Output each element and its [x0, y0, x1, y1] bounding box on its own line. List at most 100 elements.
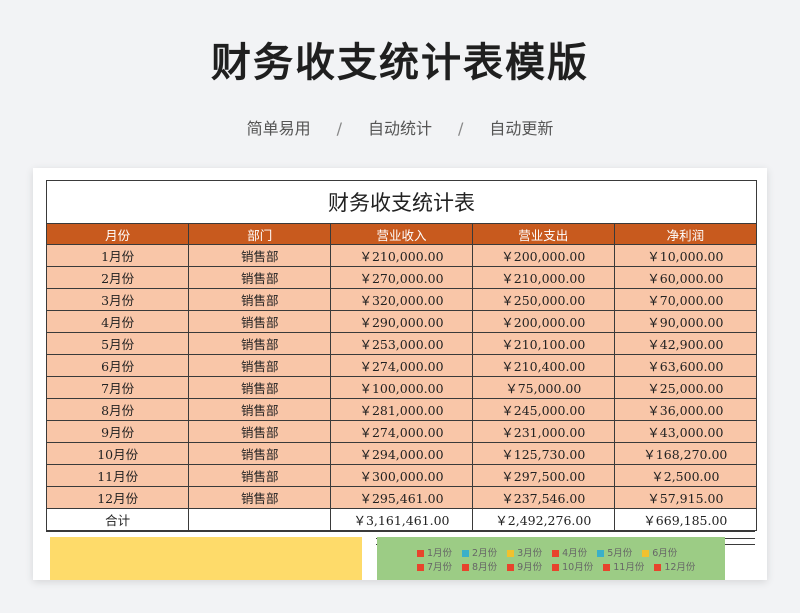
table-cell[interactable]: ￥60,000.00	[613, 266, 756, 289]
legend-swatch	[462, 564, 470, 571]
legend-swatch	[507, 564, 515, 571]
table-cell[interactable]: 销售部	[188, 244, 332, 267]
table-cell[interactable]: ￥125,730.00	[471, 442, 615, 465]
legend-item: 6月份	[642, 547, 677, 561]
table-cell[interactable]: ￥70,000.00	[613, 288, 756, 311]
table-cell[interactable]: ￥250,000.00	[471, 288, 615, 311]
legend-label: 11月份	[613, 562, 645, 573]
legend-item: 5月份	[597, 547, 632, 561]
table-cell[interactable]: ￥274,000.00	[330, 354, 473, 377]
table-cell[interactable]: 3月份	[47, 288, 190, 311]
table-cell[interactable]: ￥320,000.00	[330, 288, 473, 311]
column-header: 营业支出	[471, 224, 615, 245]
table-cell[interactable]: 销售部	[188, 442, 332, 465]
table-cell[interactable]: ￥294,000.00	[330, 442, 473, 465]
table-cell[interactable]: ￥270,000.00	[330, 266, 473, 289]
legend-item: 10月份	[552, 561, 593, 575]
table-cell[interactable]: ￥290,000.00	[330, 310, 473, 333]
table-cell[interactable]: ￥90,000.00	[613, 310, 756, 333]
table-cell[interactable]: ￥43,000.00	[613, 420, 756, 443]
table-cell[interactable]: 4月份	[47, 310, 190, 333]
chart-legend: 1月份 2月份 3月份 4月份 5月份 6月份 7月份 8月份 9月份 10月份 11月份 12月份	[417, 547, 717, 575]
total-cell[interactable]: ￥669,185.00	[613, 508, 756, 531]
table-cell[interactable]: 5月份	[47, 332, 190, 355]
feature-auto-update: 自动更新	[489, 119, 554, 138]
legend-label: 3月份	[517, 548, 543, 559]
table-cell[interactable]: ￥295,461.00	[330, 486, 473, 509]
separator: /	[336, 119, 342, 138]
chart-preview: 1月份 2月份 3月份 4月份 5月份 6月份 7月份 8月份 9月份 10月份 11月份 12月份	[46, 531, 755, 580]
total-cell[interactable]: 合计	[47, 508, 190, 531]
table-cell[interactable]: 7月份	[47, 376, 190, 399]
table-row: 1月份 销售部 ￥210,000.00 ￥200,000.00 ￥10,000.00	[47, 244, 756, 267]
table-cell[interactable]: ￥210,400.00	[471, 354, 615, 377]
table-cell[interactable]: ￥245,000.00	[471, 398, 615, 421]
legend-swatch	[417, 564, 424, 571]
table-cell[interactable]: ￥210,000.00	[471, 266, 615, 289]
table-cell[interactable]: ￥210,100.00	[471, 332, 615, 355]
table-cell[interactable]: ￥281,000.00	[330, 398, 473, 421]
total-cell[interactable]: ￥2,492,276.00	[471, 508, 615, 531]
table-cell[interactable]: 6月份	[47, 354, 190, 377]
table-cell[interactable]: ￥25,000.00	[613, 376, 756, 399]
table-cell[interactable]: ￥100,000.00	[330, 376, 473, 399]
table-cell[interactable]: 9月份	[47, 420, 190, 443]
table-cell[interactable]: 销售部	[188, 486, 332, 509]
table-cell[interactable]: ￥297,500.00	[471, 464, 615, 487]
table-row: 7月份 销售部 ￥100,000.00 ￥75,000.00 ￥25,000.00	[47, 376, 756, 399]
table-cell[interactable]: ￥2,500.00	[613, 464, 756, 487]
total-cell[interactable]	[188, 508, 332, 531]
table-cell[interactable]: 12月份	[47, 486, 190, 509]
table-cell[interactable]: 1月份	[47, 244, 190, 267]
legend-label: 12月份	[664, 562, 696, 573]
legend-label: 4月份	[562, 548, 588, 559]
table-cell[interactable]: 销售部	[188, 420, 332, 443]
table-cell[interactable]: ￥237,546.00	[471, 486, 615, 509]
legend-item: 3月份	[507, 547, 542, 561]
table-row: 6月份 销售部 ￥274,000.00 ￥210,400.00 ￥63,600.00	[47, 354, 756, 377]
table-cell[interactable]: 8月份	[47, 398, 190, 421]
feature-auto-stats: 自动统计	[367, 119, 432, 138]
table-cell[interactable]: ￥36,000.00	[613, 398, 756, 421]
table-cell[interactable]: 销售部	[188, 464, 332, 487]
table-cell[interactable]: ￥274,000.00	[330, 420, 473, 443]
legend-label: 9月份	[517, 562, 543, 573]
legend-item: 9月份	[507, 561, 542, 575]
table-cell[interactable]: ￥300,000.00	[330, 464, 473, 487]
legend-label: 1月份	[427, 548, 453, 559]
total-row: 合计 ￥3,161,461.00 ￥2,492,276.00 ￥669,185.00	[47, 508, 756, 531]
table-cell[interactable]: ￥63,600.00	[613, 354, 756, 377]
table-cell[interactable]: 11月份	[47, 464, 190, 487]
table-cell[interactable]: 2月份	[47, 266, 190, 289]
table-cell[interactable]: ￥231,000.00	[471, 420, 615, 443]
legend-swatch	[462, 550, 470, 557]
table-cell[interactable]: 销售部	[188, 310, 332, 333]
table-cell[interactable]: ￥200,000.00	[471, 310, 615, 333]
chart-panel-left	[50, 537, 362, 580]
table-row: 3月份 销售部 ￥320,000.00 ￥250,000.00 ￥70,000.00	[47, 288, 756, 311]
legend-swatch	[507, 550, 515, 557]
legend-item: 12月份	[654, 561, 695, 575]
table-cell[interactable]: 销售部	[188, 376, 332, 399]
table-cell[interactable]: ￥57,915.00	[613, 486, 756, 509]
table-cell[interactable]: 销售部	[188, 354, 332, 377]
legend-swatch	[417, 550, 424, 557]
table-cell[interactable]: ￥10,000.00	[613, 244, 756, 267]
legend-item: 7月份	[417, 561, 452, 575]
table-cell[interactable]: ￥168,270.00	[613, 442, 756, 465]
table-cell[interactable]: ￥200,000.00	[471, 244, 615, 267]
table-cell[interactable]: ￥253,000.00	[330, 332, 473, 355]
table-cell[interactable]: 销售部	[188, 398, 332, 421]
table-cell[interactable]: 销售部	[188, 288, 332, 311]
total-cell[interactable]: ￥3,161,461.00	[330, 508, 473, 531]
table-cell[interactable]: ￥42,900.00	[613, 332, 756, 355]
legend-item: 2月份	[462, 547, 497, 561]
table-cell[interactable]: ￥75,000.00	[471, 376, 615, 399]
table-cell[interactable]: 10月份	[47, 442, 190, 465]
table-row: 9月份 销售部 ￥274,000.00 ￥231,000.00 ￥43,000.00	[47, 420, 756, 443]
table-cell[interactable]: 销售部	[188, 332, 332, 355]
table-cell[interactable]: ￥210,000.00	[330, 244, 473, 267]
legend-label: 6月份	[652, 548, 678, 559]
table-cell[interactable]: 销售部	[188, 266, 332, 289]
legend-swatch	[642, 550, 650, 557]
